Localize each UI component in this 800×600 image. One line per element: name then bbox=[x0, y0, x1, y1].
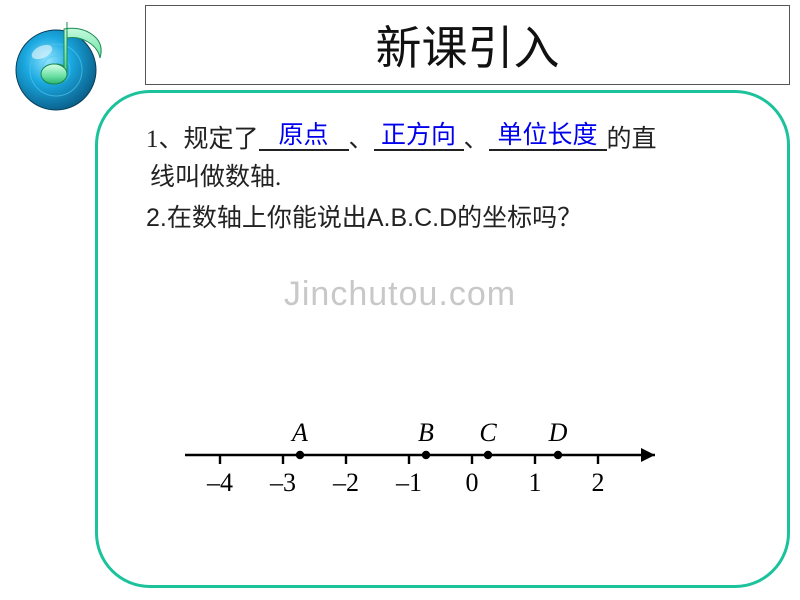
music-disc-icon bbox=[12, 12, 112, 112]
blank-origin: 原点 bbox=[259, 121, 349, 151]
svg-text:–1: –1 bbox=[395, 468, 422, 497]
svg-text:1: 1 bbox=[529, 468, 542, 497]
svg-text:–3: –3 bbox=[269, 468, 296, 497]
question-2: 2.在数轴上你能说出A.B.C.D的坐标吗？ bbox=[146, 200, 747, 238]
svg-text:–2: –2 bbox=[332, 468, 359, 497]
q1-line2: 线叫做数轴. bbox=[146, 159, 747, 197]
number-line-diagram: –4 –3 –2 –1 0 1 2 A B C D bbox=[170, 400, 680, 510]
sep: 、 bbox=[349, 126, 374, 153]
sep: 、 bbox=[464, 126, 489, 153]
svg-text:C: C bbox=[479, 418, 497, 447]
title-box: 新课引入 bbox=[145, 5, 790, 85]
svg-text:2: 2 bbox=[592, 468, 605, 497]
blank-unit: 单位长度 bbox=[489, 121, 607, 151]
q1-prefix: 1、规定了 bbox=[146, 126, 259, 153]
q1-suffix-a: 的直 bbox=[607, 126, 657, 153]
svg-text:–4: –4 bbox=[206, 468, 233, 497]
svg-text:B: B bbox=[418, 418, 434, 447]
svg-text:D: D bbox=[548, 418, 568, 447]
svg-text:0: 0 bbox=[466, 468, 479, 497]
blank-direction: 正方向 bbox=[374, 121, 464, 151]
question-1: 1、规定了原点、正方向、单位长度的直 bbox=[146, 121, 747, 159]
content-panel: 1、规定了原点、正方向、单位长度的直 线叫做数轴. 2.在数轴上你能说出A.B.… bbox=[95, 90, 790, 588]
page-title: 新课引入 bbox=[376, 12, 560, 78]
svg-text:A: A bbox=[290, 418, 308, 447]
